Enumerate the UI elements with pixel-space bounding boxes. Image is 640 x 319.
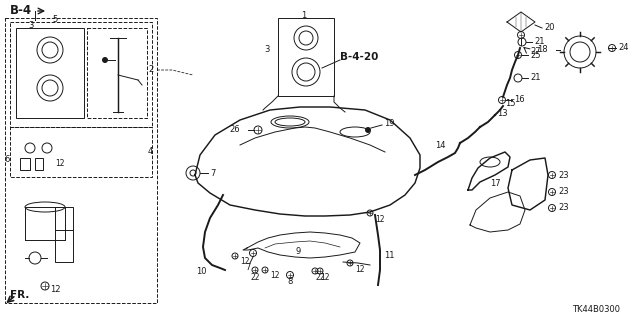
Text: 23: 23 xyxy=(558,204,568,212)
Text: 5: 5 xyxy=(52,16,57,25)
Text: 3: 3 xyxy=(28,21,33,31)
Text: 12: 12 xyxy=(50,286,61,294)
Text: 2: 2 xyxy=(148,65,153,75)
Bar xyxy=(55,207,73,262)
Text: 23: 23 xyxy=(558,170,568,180)
Text: 27: 27 xyxy=(530,48,541,56)
Bar xyxy=(278,18,334,96)
Text: 12: 12 xyxy=(55,159,65,167)
Text: 12: 12 xyxy=(270,271,280,280)
Text: 21: 21 xyxy=(534,38,545,47)
Bar xyxy=(35,158,43,170)
Bar xyxy=(16,28,84,118)
Circle shape xyxy=(102,57,108,63)
Text: 12: 12 xyxy=(375,214,385,224)
Text: 19: 19 xyxy=(384,118,394,128)
Bar xyxy=(87,28,147,118)
Text: 12: 12 xyxy=(240,257,250,266)
Text: 13: 13 xyxy=(497,108,508,117)
Text: 4: 4 xyxy=(148,147,153,157)
Text: FR.: FR. xyxy=(10,290,29,300)
Text: TK44B0300: TK44B0300 xyxy=(572,306,620,315)
Bar xyxy=(10,127,152,177)
Text: 20: 20 xyxy=(544,24,554,33)
Text: 25: 25 xyxy=(530,50,541,60)
Text: 1: 1 xyxy=(301,11,307,20)
Text: 14: 14 xyxy=(435,140,445,150)
Text: 3: 3 xyxy=(264,46,269,55)
Text: B-4: B-4 xyxy=(10,4,32,18)
Text: 10: 10 xyxy=(196,268,207,277)
Text: 12: 12 xyxy=(320,272,330,281)
Circle shape xyxy=(365,127,371,133)
Text: 6: 6 xyxy=(4,155,10,165)
Text: 7: 7 xyxy=(245,263,251,271)
Text: 26: 26 xyxy=(229,125,240,135)
Text: 16: 16 xyxy=(514,95,525,105)
Text: 22: 22 xyxy=(250,273,260,283)
Text: 9: 9 xyxy=(296,248,301,256)
Text: 11: 11 xyxy=(384,250,394,259)
Text: 24: 24 xyxy=(618,43,628,53)
Text: 12: 12 xyxy=(355,264,365,273)
Text: 22: 22 xyxy=(316,273,324,283)
Text: 21: 21 xyxy=(530,73,541,83)
Bar xyxy=(10,22,152,127)
Bar xyxy=(20,158,30,170)
Text: 23: 23 xyxy=(558,188,568,197)
Bar xyxy=(5,18,157,303)
Text: 8: 8 xyxy=(287,277,292,286)
Text: 18: 18 xyxy=(538,46,548,55)
Text: 17: 17 xyxy=(490,179,500,188)
Text: B-4-20: B-4-20 xyxy=(340,52,378,62)
Text: 7: 7 xyxy=(210,168,216,177)
Text: 15: 15 xyxy=(505,100,515,108)
